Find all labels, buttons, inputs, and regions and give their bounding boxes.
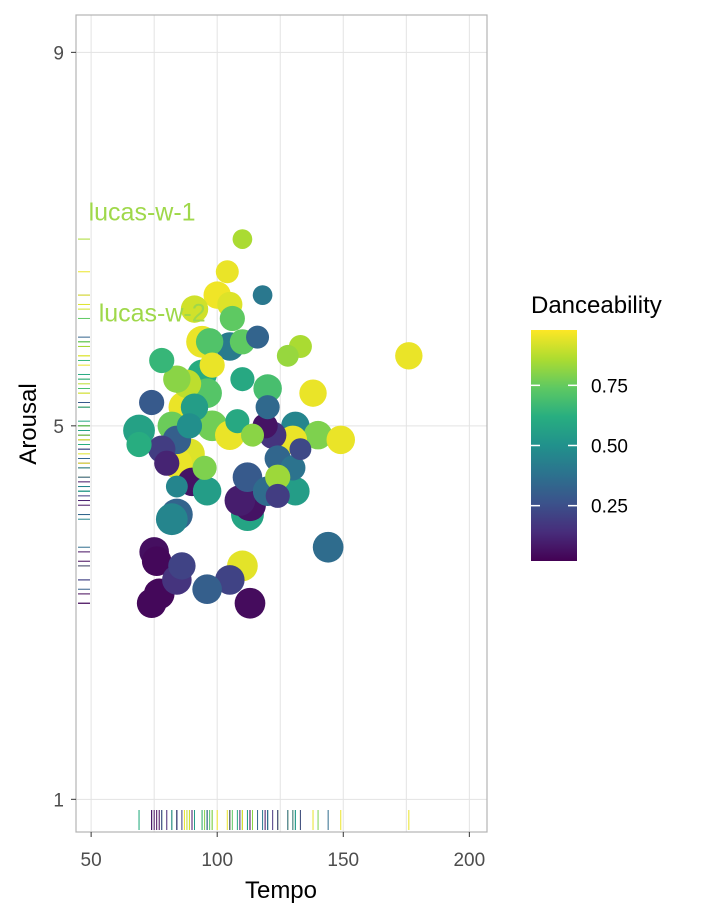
data-point [225,409,250,434]
color-legend: Danceability 0.25 0.50 0.75 [531,292,662,561]
data-point [234,587,266,619]
data-point [253,374,282,403]
data-point [224,485,256,516]
data-point [168,552,196,580]
data-point [299,379,327,407]
data-point [126,431,152,458]
gridlines [76,15,487,832]
data-point [192,574,222,605]
data-point [265,464,291,490]
y-axis-label: Arousal [15,383,42,464]
data-point [163,365,191,393]
legend-ticks: 0.25 0.50 0.75 [531,376,628,518]
data-point [176,413,203,439]
data-point [219,305,245,332]
data-point [192,476,222,506]
data-point [395,342,423,370]
data-points [123,229,423,619]
data-point [155,503,188,536]
x-axis-label: Tempo [245,877,317,904]
data-point [141,546,172,577]
data-point [195,328,224,356]
data-point [165,475,188,498]
legend-tick-label: 0.50 [591,437,628,458]
data-point [312,531,344,563]
data-point [265,483,290,508]
data-point [232,229,253,249]
data-point [154,450,180,476]
legend-tick-label: 0.25 [591,497,628,518]
y-tick-label: 9 [53,43,64,64]
legend-tick-label: 0.75 [591,376,628,397]
x-tick-label: 150 [327,850,359,871]
y-tick-label: 1 [53,790,64,811]
x-tick-label: 50 [81,850,102,871]
point-annotation: lucas-w-1 [89,198,196,226]
data-point [215,565,245,595]
legend-title: Danceability [531,292,662,319]
y-axis-ticks: 1 5 9 [53,43,76,811]
annotations: lucas-w-1 lucas-w-2 [89,198,206,327]
x-tick-label: 200 [453,850,485,871]
data-point [241,423,265,447]
y-tick-label: 5 [53,417,64,438]
rug-marks [78,238,410,830]
data-point [255,395,280,420]
panel-border [75,14,488,833]
data-point [326,425,356,455]
data-point [252,285,273,305]
data-point [276,344,299,367]
data-point [136,588,167,619]
data-point [303,420,333,450]
data-point [289,438,312,461]
data-point [199,352,225,378]
data-point [139,389,165,416]
point-annotation: lucas-w-2 [99,299,206,327]
data-point [246,325,270,349]
x-axis-ticks: 50 100 150 200 [81,832,485,871]
data-point [230,367,255,392]
data-point [149,347,175,374]
data-point [215,260,239,284]
x-tick-label: 100 [201,850,233,871]
data-point [192,455,217,480]
data-point [180,295,209,323]
